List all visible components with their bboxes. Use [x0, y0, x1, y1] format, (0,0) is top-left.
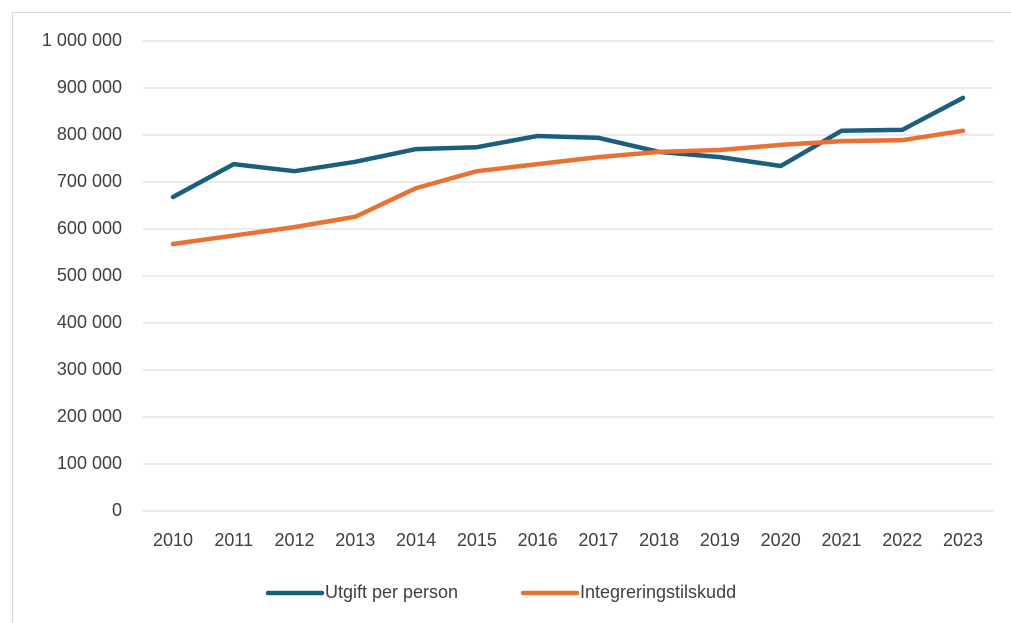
x-tick-label: 2012 — [275, 530, 315, 550]
y-tick-label: 100 000 — [57, 453, 122, 473]
y-tick-label: 700 000 — [57, 171, 122, 191]
y-tick-label: 200 000 — [57, 406, 122, 426]
line-series — [170, 95, 966, 200]
y-tick-label: 400 000 — [57, 312, 122, 332]
y-tick-label: 900 000 — [57, 77, 122, 97]
x-tick-label: 2019 — [700, 530, 740, 550]
y-tick-label: 800 000 — [57, 124, 122, 144]
x-tick-label: 2013 — [335, 530, 375, 550]
x-tick-label: 2011 — [214, 530, 253, 550]
x-tick-label: 2017 — [578, 530, 618, 550]
line-series — [170, 128, 966, 247]
x-tick-label: 2020 — [761, 530, 801, 550]
chart-frame — [12, 12, 1011, 623]
legend-label: Integreringstilskudd — [580, 582, 736, 602]
x-tick-label: 2014 — [396, 530, 436, 550]
x-tick-label: 2016 — [518, 530, 558, 550]
x-tick-label: 2015 — [457, 530, 497, 550]
x-tick-label: 2022 — [882, 530, 922, 550]
x-tick-label: 2018 — [639, 530, 679, 550]
y-tick-label: 0 — [112, 500, 122, 520]
x-tick-label: 2023 — [943, 530, 983, 550]
x-tick-label: 2010 — [153, 530, 193, 550]
y-tick-label: 300 000 — [57, 359, 122, 379]
y-tick-label: 600 000 — [57, 218, 122, 238]
y-tick-label: 1 000 000 — [42, 30, 122, 50]
legend-label: Utgift per person — [325, 582, 458, 602]
y-tick-label: 500 000 — [57, 265, 122, 285]
x-tick-label: 2021 — [821, 530, 861, 550]
